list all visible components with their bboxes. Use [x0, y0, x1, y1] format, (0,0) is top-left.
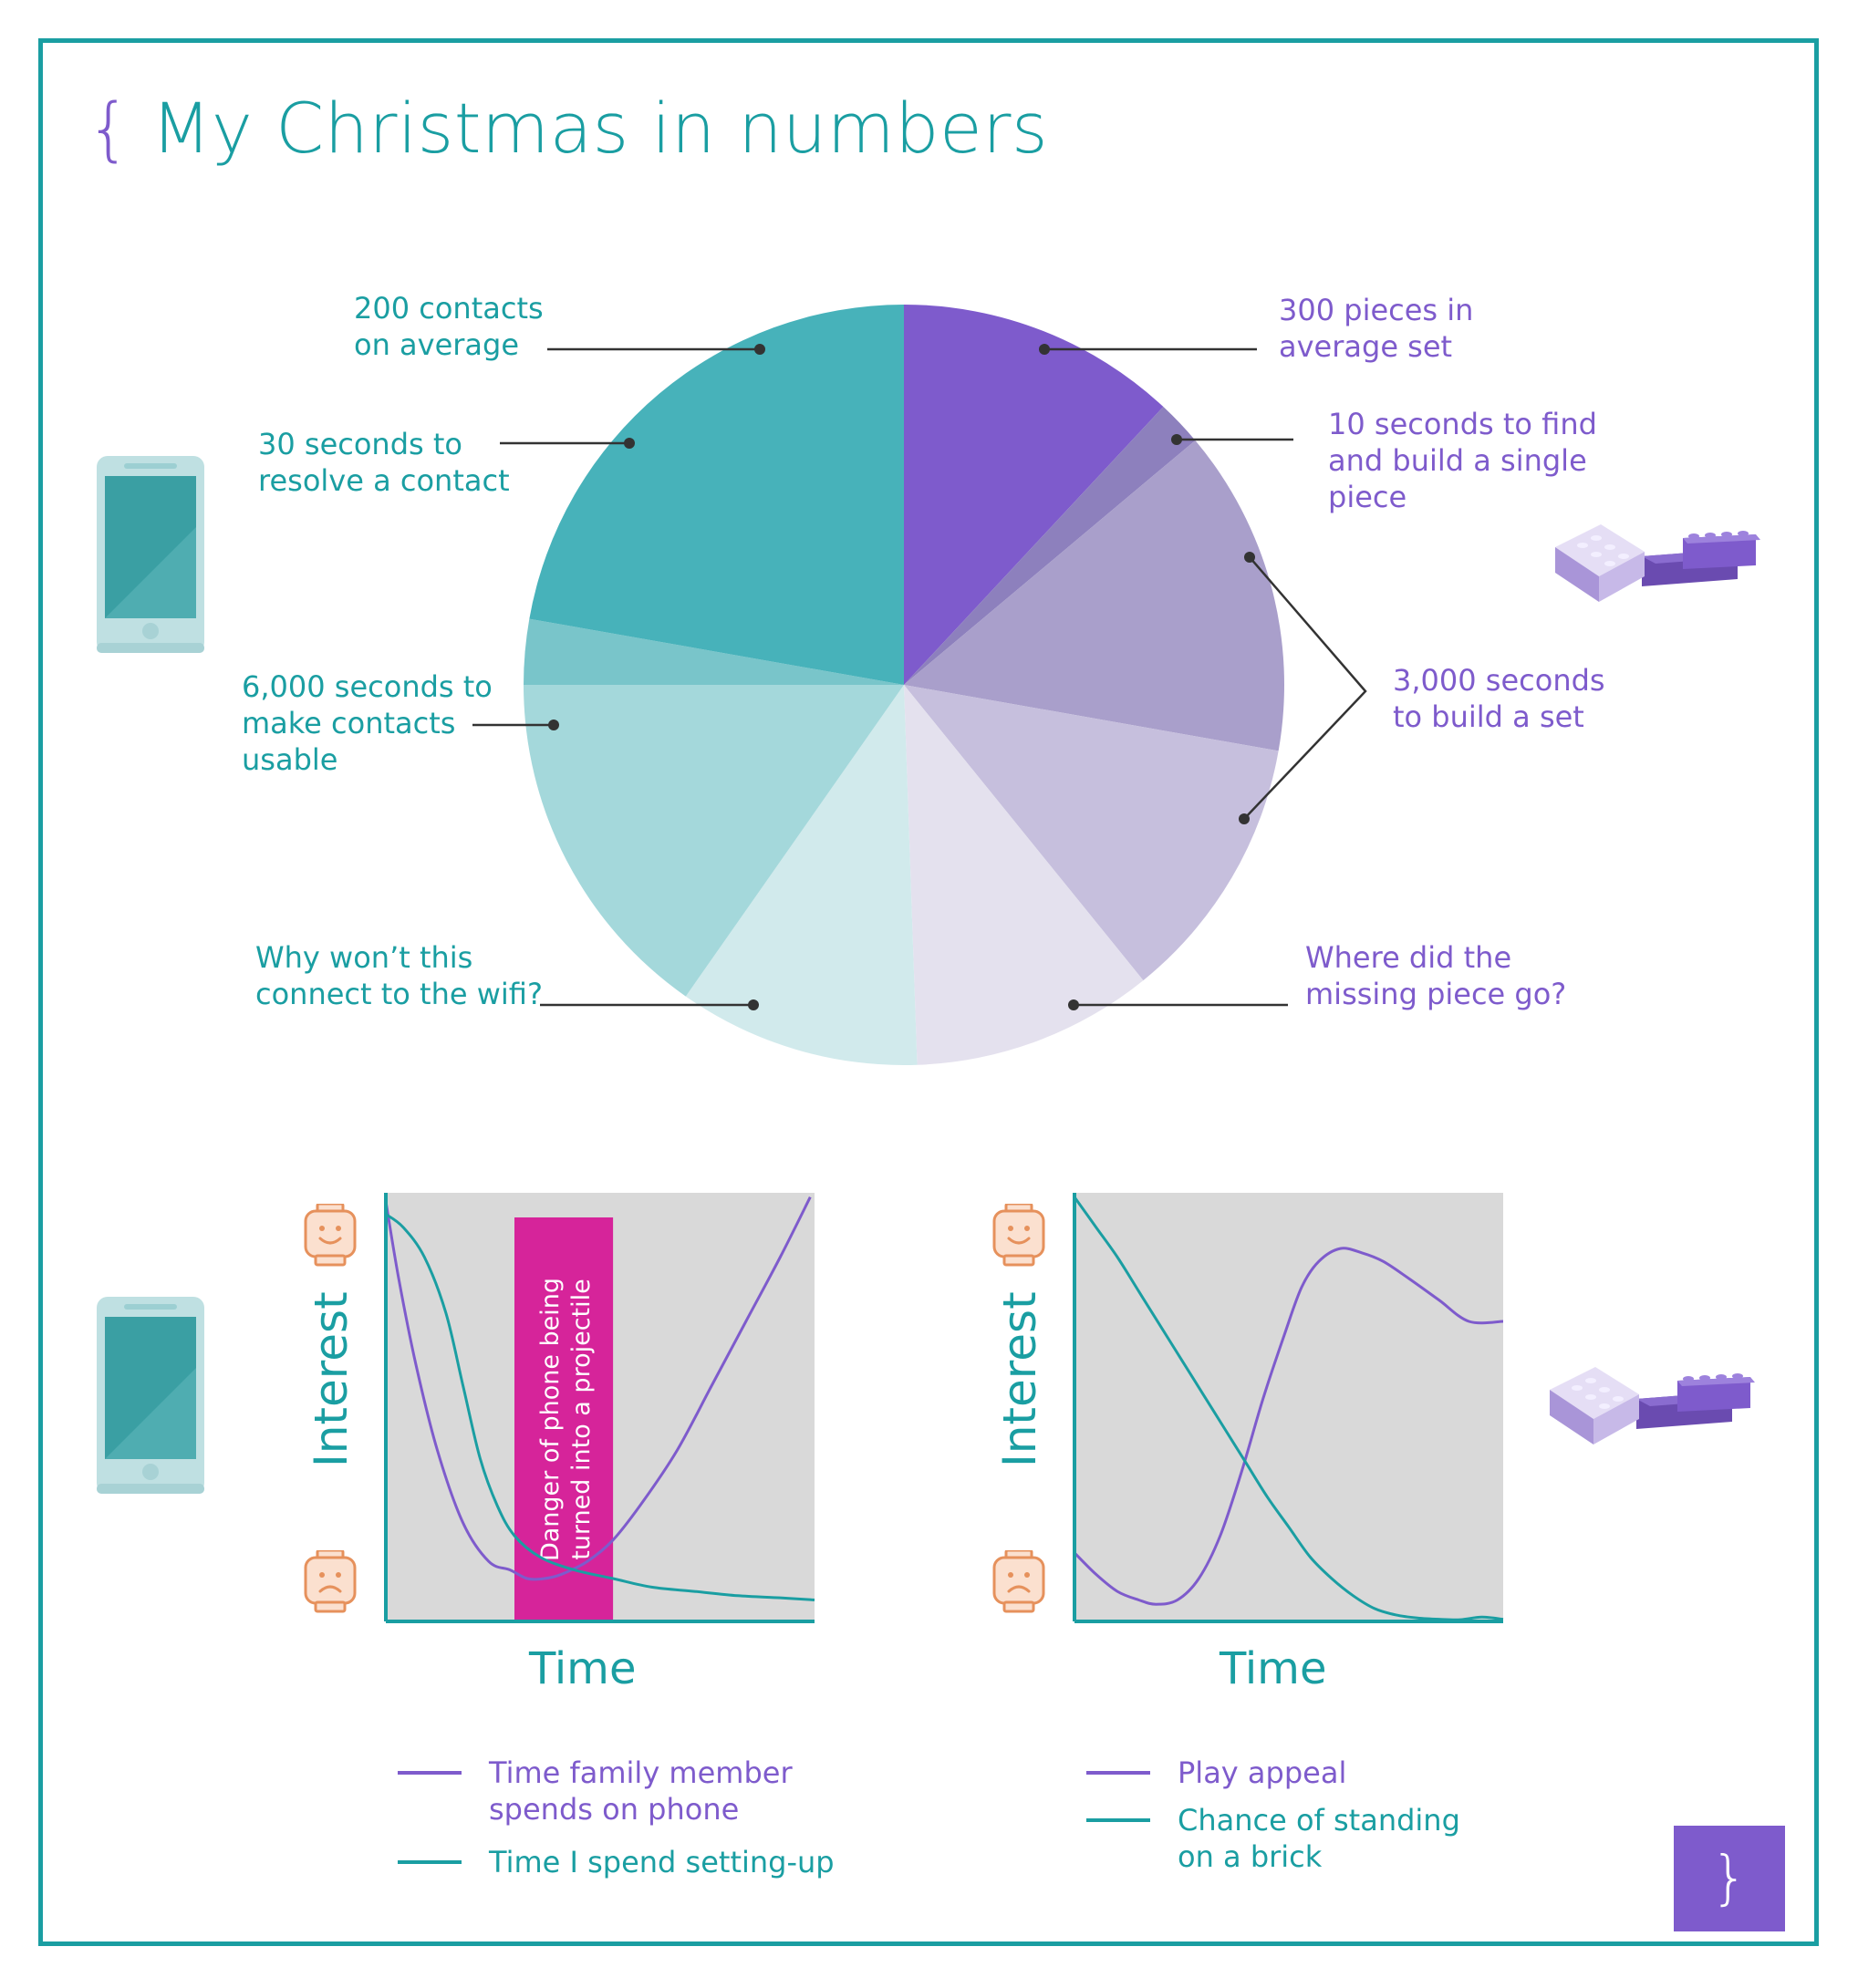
x-axis-label: Time — [529, 1643, 637, 1694]
happy-face-icon — [304, 1204, 357, 1267]
legend-item: Time I spend setting-up — [398, 1844, 835, 1880]
legend-label: Play appeal — [1178, 1755, 1347, 1790]
outer-frame — [38, 38, 1819, 1946]
label-usable: 6,000 seconds to make contacts usable — [242, 669, 493, 777]
pie-slice — [904, 440, 1284, 751]
pie-slice — [904, 685, 1144, 1065]
leader-dot — [748, 999, 759, 1010]
sad-face-icon — [304, 1550, 357, 1613]
happy-face-icon — [992, 1204, 1045, 1267]
legend-item: Chance of standing on a brick — [1086, 1802, 1460, 1875]
label-resolve: 30 seconds to resolve a contact — [258, 427, 510, 498]
title-brace: { — [87, 88, 131, 169]
series-line — [1073, 1247, 1504, 1606]
lego-bricks-icon — [1550, 1367, 1755, 1444]
phone-icon — [97, 456, 204, 653]
legend-swatch — [398, 1860, 462, 1864]
leader-line — [1243, 556, 1367, 820]
line-chart-lego — [1073, 1193, 1504, 1623]
legend-swatch — [1086, 1771, 1150, 1775]
label-pieces: 300 pieces in average set — [1279, 293, 1474, 364]
leader-dot — [1068, 999, 1079, 1010]
legend-label: Chance of standing on a brick — [1178, 1803, 1460, 1874]
legend-item: Play appeal — [1086, 1755, 1346, 1791]
legend-swatch — [398, 1771, 462, 1775]
page-title: {My Christmas in numbers — [87, 88, 1048, 169]
label-find: 10 seconds to find and build a single pi… — [1328, 407, 1597, 514]
sad-face-icon — [992, 1550, 1045, 1613]
pie-chart — [472, 305, 1367, 1065]
pie-slice — [529, 305, 904, 685]
legend-item: Time family member spends on phone — [398, 1755, 793, 1828]
legend-swatch — [1086, 1818, 1150, 1822]
label-missing: Where did the missing piece go? — [1305, 940, 1567, 1011]
label-contacts: 200 contacts on average — [354, 291, 544, 362]
pie-slice — [524, 618, 904, 685]
leader-dot — [1039, 344, 1050, 355]
label-wifi: Why won’t this connect to the wifi? — [255, 940, 543, 1011]
legend-label: Time I spend setting-up — [489, 1845, 835, 1879]
leader-dot — [1171, 434, 1182, 445]
leader-dot — [1244, 552, 1255, 563]
legend-label: Time family member spends on phone — [489, 1755, 793, 1827]
series-line — [384, 1196, 812, 1581]
phone-icon — [97, 1297, 204, 1494]
title-text: My Christmas in numbers — [151, 88, 1049, 169]
leader-dot — [624, 438, 635, 449]
y-axis-label: Interest — [305, 1291, 358, 1467]
series-line — [1073, 1196, 1504, 1621]
pie-slice — [904, 685, 1279, 981]
lego-bricks-icon — [1555, 524, 1760, 602]
pie-slice — [904, 305, 1164, 685]
pie-slice — [685, 685, 918, 1065]
brand-logo: } — [1674, 1826, 1785, 1931]
x-axis-label: Time — [1220, 1643, 1327, 1694]
y-axis-label: Interest — [993, 1291, 1046, 1467]
danger-band-label: Danger of phone being turned into a proje… — [536, 1278, 596, 1561]
line-chart-phone: Danger of phone being turned into a proje… — [384, 1193, 815, 1623]
label-build: 3,000 seconds to build a set — [1393, 663, 1605, 734]
leader-dot — [548, 720, 559, 730]
plot-area — [1074, 1193, 1503, 1621]
pie-slice — [904, 407, 1196, 685]
series-line — [385, 1213, 815, 1601]
leader-dot — [754, 344, 765, 355]
leader-dot — [1239, 813, 1250, 824]
pie-slice — [524, 685, 904, 997]
